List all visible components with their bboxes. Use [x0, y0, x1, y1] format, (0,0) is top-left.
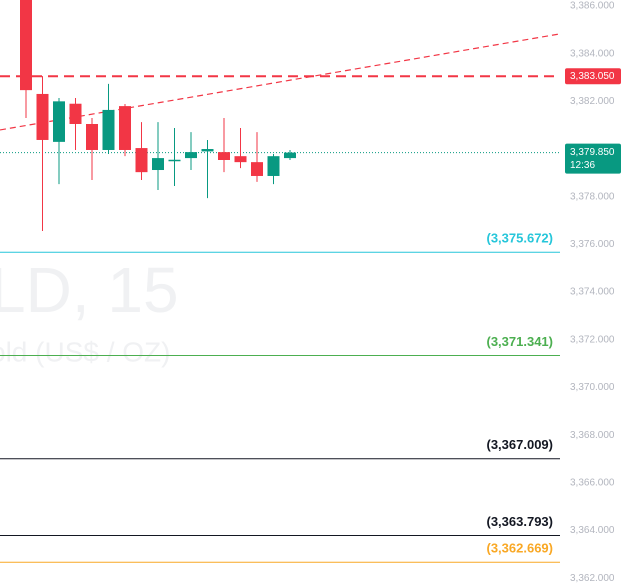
candle-body [218, 152, 230, 160]
candle-body [135, 148, 148, 173]
y-tick-label: 3,378.000 [570, 191, 615, 202]
last-price-tag-label: 3,379.850 [570, 147, 615, 158]
candle-body [119, 106, 131, 150]
candle-body [185, 152, 197, 159]
candle-body [86, 123, 98, 150]
y-tick-label: 3,364.000 [570, 525, 615, 536]
candle-body [251, 162, 263, 176]
candle-body [20, 0, 32, 91]
y-tick-label: 3,370.000 [570, 382, 615, 393]
candle-body [201, 149, 214, 152]
level-label: (3,362.669) [487, 541, 554, 556]
candle-body [152, 158, 164, 171]
candle-body [234, 156, 247, 163]
y-tick-label: 3,368.000 [570, 430, 615, 441]
y-tick-label: 3,374.000 [570, 287, 615, 298]
trendline [0, 33, 561, 131]
resistance-tag [565, 68, 621, 85]
candle-body [53, 101, 65, 142]
countdown-label: 12:36 [570, 160, 595, 171]
y-tick-label: 3,372.000 [570, 334, 615, 345]
y-tick-label: 3,362.000 [570, 573, 615, 583]
y-tick-label: 3,382.000 [570, 96, 615, 107]
last-price-tag [565, 143, 621, 174]
y-tick-label: 3,366.000 [570, 477, 615, 488]
resistance-tag-label: 3,383.050 [570, 71, 615, 82]
watermark-symbol: LD, 15 [0, 254, 179, 326]
level-label: (3,375.672) [487, 231, 554, 246]
y-tick-label: 3,386.000 [570, 1, 615, 12]
watermark-name: old (US$ / OZ) [0, 336, 170, 367]
level-label: (3,363.793) [487, 514, 554, 529]
y-tick-label: 3,376.000 [570, 239, 615, 250]
y-tick-label: 3,384.000 [570, 48, 615, 59]
level-label: (3,371.341) [487, 334, 554, 349]
candle-body [102, 109, 115, 150]
candle-body [36, 93, 49, 140]
candle-body [69, 103, 82, 124]
candle-body [284, 152, 296, 159]
level-label: (3,367.009) [487, 437, 554, 452]
candle-body [267, 156, 280, 176]
candle-body [168, 159, 181, 162]
